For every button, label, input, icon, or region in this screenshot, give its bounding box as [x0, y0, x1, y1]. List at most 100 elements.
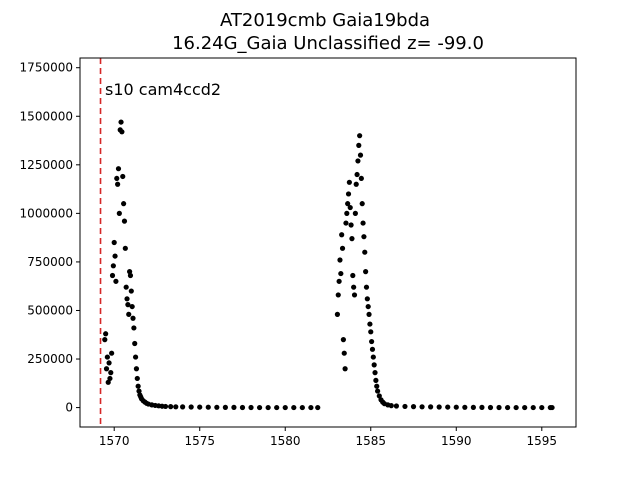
data-point — [353, 181, 359, 187]
data-point — [358, 175, 364, 182]
x-tick-label: 1585 — [355, 434, 386, 448]
data-point — [107, 375, 113, 382]
sector-annotation: s10 cam4ccd2 — [105, 80, 221, 99]
data-point — [282, 404, 288, 411]
data-point — [256, 404, 263, 411]
data-point — [105, 379, 111, 385]
data-point — [108, 370, 114, 376]
data-point — [351, 284, 357, 290]
data-point — [349, 236, 355, 242]
data-point — [369, 338, 375, 345]
data-point — [180, 404, 186, 410]
y-tick-label: 1500000 — [20, 109, 73, 123]
data-point — [136, 388, 142, 394]
data-point — [106, 360, 112, 366]
y-tick-label: 750000 — [27, 255, 73, 269]
data-point — [132, 354, 139, 360]
data-point — [352, 210, 358, 216]
data-point — [428, 404, 434, 410]
data-point — [119, 129, 125, 135]
data-point — [115, 181, 121, 187]
data-point — [125, 302, 131, 308]
chart-subtitle: 16.24G_Gaia Unclassified z= -99.0 — [172, 33, 484, 54]
data-point — [363, 284, 370, 290]
data-point — [111, 239, 117, 246]
data-point — [121, 218, 128, 224]
data-point — [334, 311, 341, 317]
data-point — [363, 269, 369, 275]
data-point — [372, 370, 378, 376]
data-point — [347, 204, 353, 211]
data-point — [103, 366, 110, 372]
data-point — [315, 404, 321, 411]
data-point — [345, 191, 352, 197]
x-tick-label: 1595 — [527, 434, 558, 448]
data-point — [419, 404, 425, 410]
data-point — [265, 404, 271, 411]
data-point — [231, 404, 237, 410]
data-point — [222, 404, 228, 410]
data-point — [539, 404, 545, 411]
data-point — [173, 404, 179, 410]
data-point — [342, 366, 348, 372]
data-point — [188, 404, 194, 410]
data-point — [357, 133, 363, 139]
x-tick-label: 1580 — [270, 434, 301, 448]
data-point — [205, 404, 211, 410]
data-point — [360, 220, 366, 226]
data-point — [522, 404, 528, 411]
data-point — [336, 278, 342, 284]
data-point — [356, 142, 362, 148]
data-point — [133, 366, 140, 372]
data-point — [369, 346, 376, 352]
data-point — [359, 201, 365, 207]
data-point — [436, 404, 442, 410]
data-point — [124, 296, 130, 302]
y-tick-label: 500000 — [27, 303, 73, 317]
data-point — [308, 404, 314, 411]
data-point — [338, 270, 344, 277]
chart-title: AT2019cmb Gaia19bda — [220, 10, 430, 31]
data-point — [496, 404, 502, 411]
data-point — [122, 245, 128, 251]
axes-frame — [79, 57, 577, 428]
data-point — [135, 383, 141, 389]
y-tick-label: 1250000 — [20, 158, 73, 172]
data-point — [354, 171, 360, 178]
data-point — [337, 257, 343, 263]
data-point — [113, 278, 119, 284]
data-point — [168, 404, 174, 410]
data-point — [134, 375, 140, 382]
data-point — [291, 404, 297, 411]
data-point — [127, 272, 134, 279]
data-point — [130, 315, 136, 321]
data-point — [348, 222, 354, 228]
data-point — [370, 354, 376, 360]
data-point — [120, 173, 126, 180]
x-tick-label: 1575 — [184, 434, 215, 448]
data-point — [351, 292, 358, 298]
data-point — [114, 175, 120, 182]
data-point — [214, 404, 220, 410]
data-point — [132, 340, 138, 347]
x-tick-label: 1570 — [99, 434, 130, 448]
data-point — [341, 350, 347, 356]
data-point — [339, 232, 345, 238]
data-point — [357, 152, 364, 158]
data-point — [345, 201, 351, 207]
data-point — [121, 201, 127, 207]
data-point — [109, 272, 116, 279]
data-point — [340, 337, 346, 343]
data-point — [388, 403, 394, 409]
data-point — [371, 362, 377, 368]
data-point — [102, 337, 108, 343]
data-point — [239, 404, 246, 411]
data-point — [393, 403, 400, 409]
y-tick-label: 1000000 — [20, 206, 73, 220]
data-point — [376, 393, 382, 399]
data-point — [110, 263, 116, 269]
data-point — [274, 404, 280, 411]
data-point — [103, 331, 109, 337]
